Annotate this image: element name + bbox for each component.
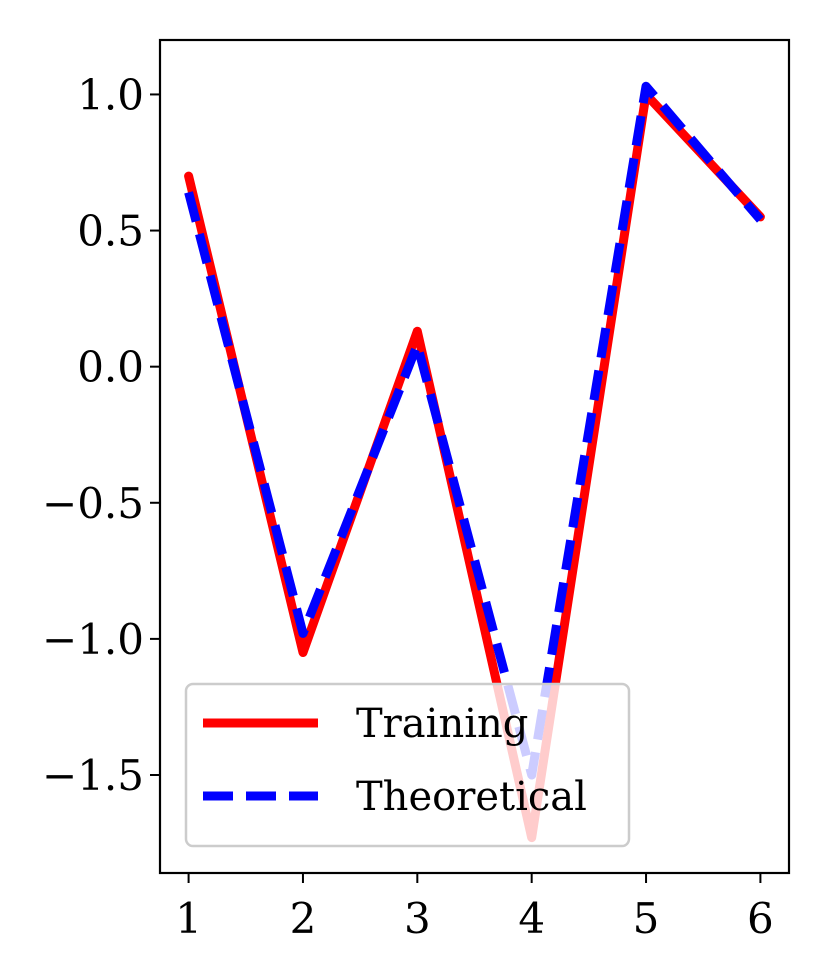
- series-layer: [184, 81, 765, 843]
- series-line-theoretical: [184, 81, 764, 780]
- y-tick-label: −0.5: [42, 479, 144, 528]
- legend-label-training: Training: [356, 701, 528, 747]
- x-tick-label: 3: [404, 894, 431, 943]
- y-tick-label: 0.5: [77, 207, 144, 256]
- x-tick-label: 5: [633, 894, 660, 943]
- legend-label-theoretical: Theoretical: [356, 774, 587, 820]
- y-tick-label: 0.0: [77, 343, 144, 392]
- x-tick-label: 1: [175, 894, 202, 943]
- x-axis: 1 2 3 4 5 6: [175, 873, 774, 943]
- x-tick-label: 4: [518, 894, 545, 943]
- y-tick-label: −1.0: [42, 615, 144, 664]
- y-tick-label: 1.0: [77, 70, 144, 119]
- axes-frame: [158, 38, 791, 875]
- x-tick-label: 6: [747, 894, 774, 943]
- x-tick-label: 2: [290, 894, 317, 943]
- y-tick-label: −1.5: [42, 751, 144, 800]
- legend: Training Theoretical: [184, 682, 631, 848]
- y-axis: 1.0 0.5 0.0 −0.5 −1.0 −1.5: [42, 70, 160, 800]
